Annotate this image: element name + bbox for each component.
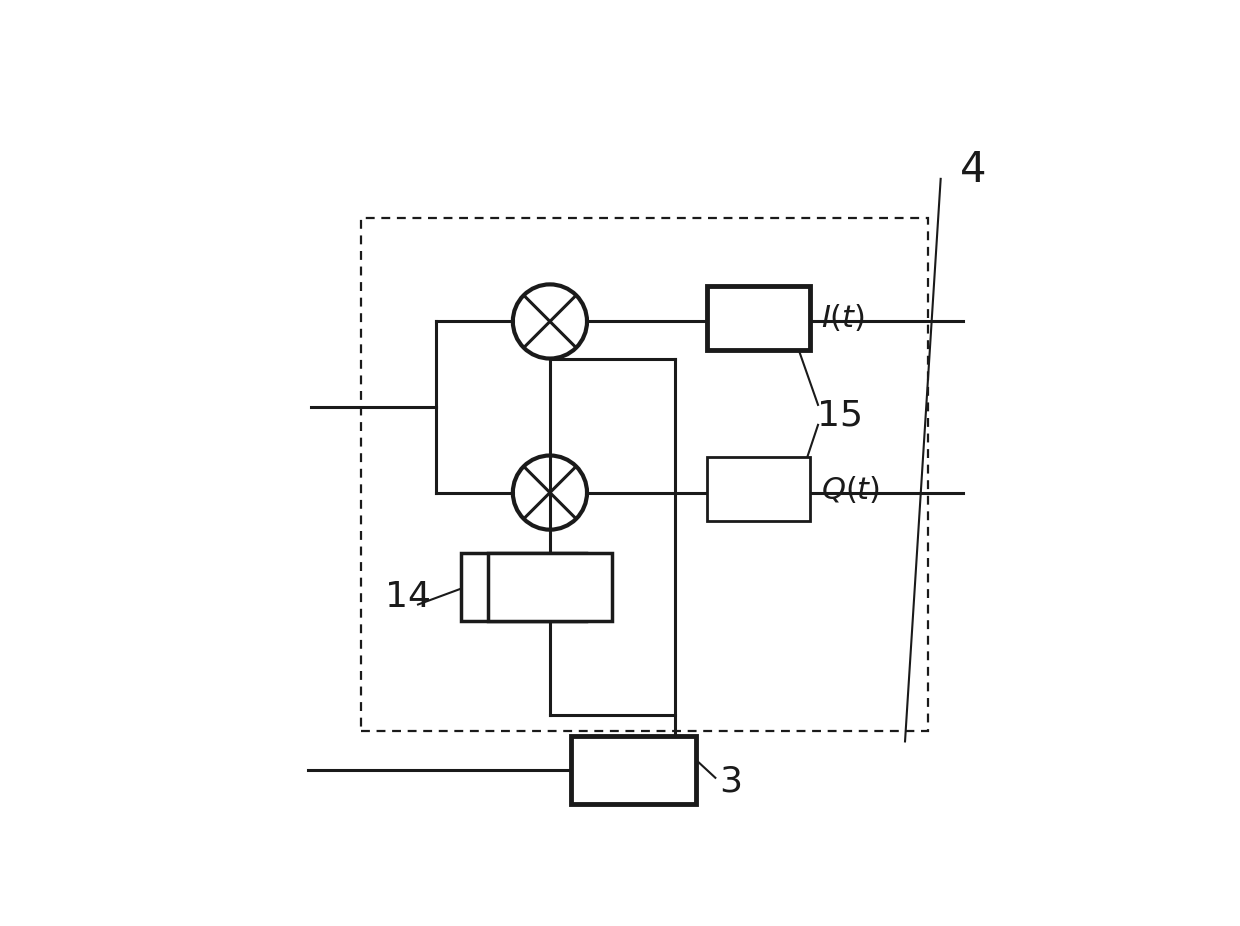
Bar: [707, 457, 810, 521]
Bar: [487, 553, 613, 621]
Text: 14: 14: [384, 581, 430, 614]
Bar: [707, 286, 810, 350]
Text: 15: 15: [817, 398, 863, 432]
Text: 4: 4: [960, 148, 987, 191]
Text: 3: 3: [719, 764, 743, 798]
Text: $I(t)$: $I(t)$: [821, 303, 866, 333]
Bar: [572, 736, 696, 804]
Bar: [461, 553, 585, 621]
Bar: [361, 219, 928, 732]
Text: $Q(t)$: $Q(t)$: [821, 473, 880, 505]
